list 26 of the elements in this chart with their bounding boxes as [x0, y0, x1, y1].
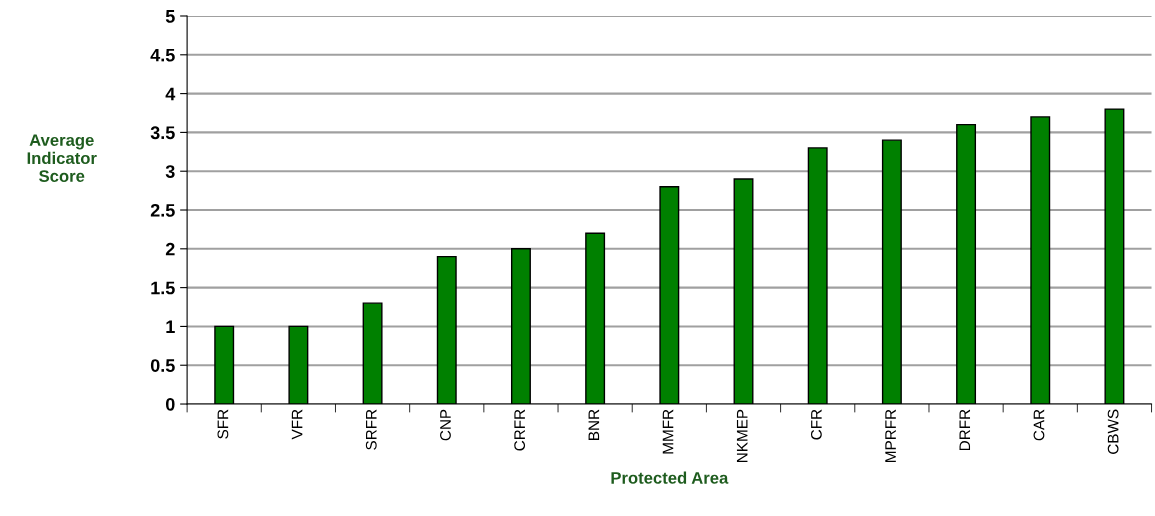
x-tick-label: SRFR	[365, 409, 377, 450]
x-tick-label: CFR	[810, 409, 822, 440]
y-tick-label: 0	[165, 397, 175, 411]
x-tick-label: CNP	[440, 409, 451, 441]
y-tick-label: 3	[165, 165, 175, 178]
y-tick-label: 2	[165, 242, 175, 256]
x-tick-label: CRFR	[514, 409, 526, 451]
x-tick-label: VFR	[291, 409, 303, 440]
x-tick-label: NKMEP	[736, 409, 748, 462]
y-tick-label: 4	[165, 87, 176, 101]
x-tick-label: SFR	[217, 409, 229, 439]
x-axis-title: Protected Area	[611, 471, 729, 484]
x-tick-label: CBWS	[1107, 409, 1119, 454]
y-tick-label: 5	[165, 10, 175, 23]
x-tick-label: CAR	[1033, 409, 1045, 441]
x-tick-label: MPRFR	[885, 409, 896, 462]
y-tick-label: 1.5	[151, 281, 175, 295]
y-tick-label: 1	[166, 320, 175, 333]
y-tick-label: 0.5	[150, 359, 175, 372]
y-axis-title: Average Indicator Score	[27, 134, 97, 182]
x-tick-label: MMFR	[662, 409, 674, 454]
y-tick-label: 4.5	[150, 48, 175, 62]
y-tick-label: 2.5	[150, 203, 175, 217]
x-tick-label: DRFR	[959, 409, 971, 451]
y-tick-label: 3.5	[150, 126, 175, 140]
x-tick-label: BNR	[588, 409, 600, 440]
